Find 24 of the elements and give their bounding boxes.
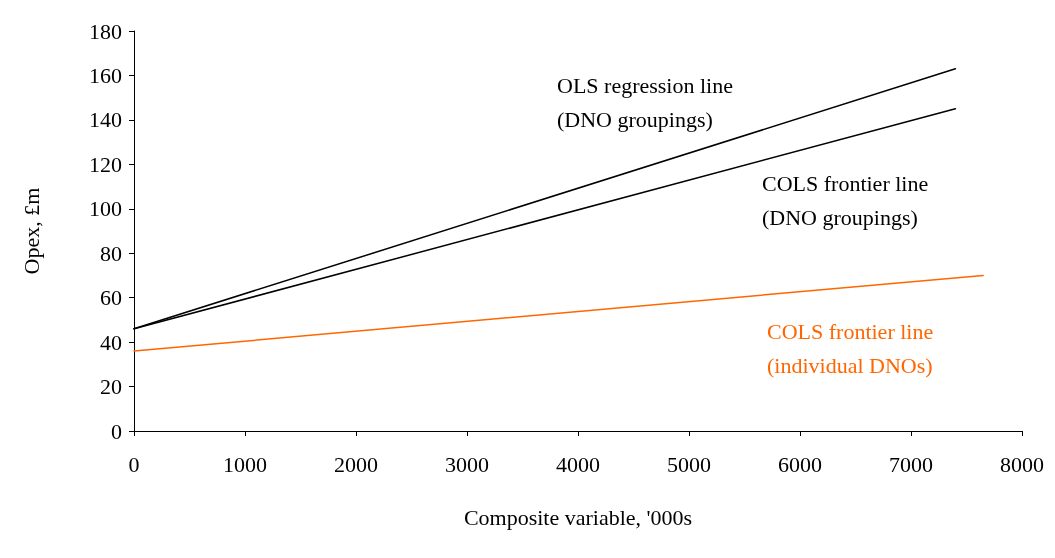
y-tick-label: 160: [89, 62, 122, 88]
annotation: OLS regression line (DNO groupings): [557, 72, 733, 132]
y-tick-label: 40: [100, 329, 122, 355]
y-tick-label: 140: [89, 107, 122, 133]
y-tick-label: 60: [100, 285, 122, 311]
x-tick-label: 2000: [334, 451, 378, 477]
x-axis-title: Composite variable, '000s: [463, 504, 693, 530]
x-tick-label: 1000: [223, 451, 267, 477]
x-tick-label: 8000: [1000, 451, 1044, 477]
x-tick-label: 5000: [667, 451, 711, 477]
y-tick-label: 180: [89, 18, 122, 44]
x-tick-label: 0: [128, 451, 140, 477]
x-tick-label: 3000: [445, 451, 489, 477]
y-axis-title: Opex, £m: [18, 187, 44, 275]
annotation: COLS frontier line (individual DNOs): [767, 318, 934, 378]
x-tick-label: 4000: [556, 451, 600, 477]
x-tick-label: 6000: [778, 451, 822, 477]
annotation: COLS frontier line (DNO groupings): [762, 170, 929, 230]
y-tick-label: 120: [89, 151, 122, 177]
y-tick-label: 20: [100, 374, 122, 400]
y-tick-label: 100: [89, 196, 122, 222]
y-tick-label: 0: [111, 418, 122, 444]
x-tick-label: 7000: [889, 451, 933, 477]
y-tick-label: 80: [100, 240, 122, 266]
